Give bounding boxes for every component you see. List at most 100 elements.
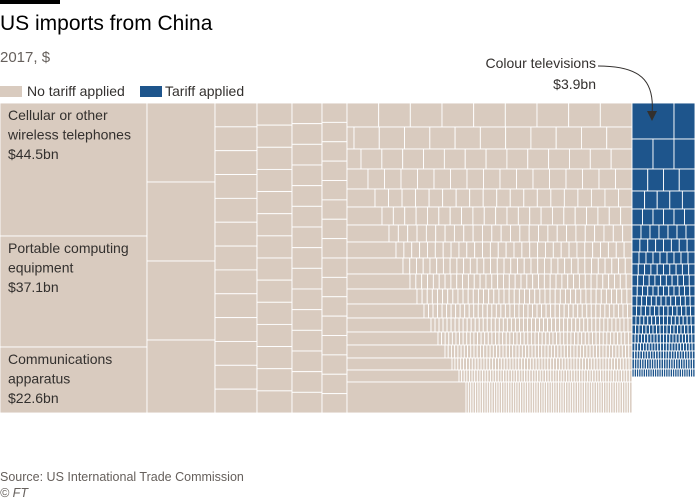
treemap-cell-b13-r0-c49	[613, 331, 619, 346]
treemap-cell-b6-r0-c24	[612, 224, 624, 243]
treemap-cell-b10-r0-c4	[437, 288, 444, 305]
treemap-cell-tariff-b14-r0-c9	[659, 333, 664, 344]
treemap-cell-b8-r0-c16	[510, 257, 518, 275]
treemap-cell-b6-r0-c9	[472, 224, 483, 243]
treemap-cell-strip-10	[346, 288, 418, 305]
treemap-cell-b13-r0-c3	[448, 331, 453, 346]
treemap-cell-b14-r0-c4	[457, 344, 462, 359]
treemap-cell-b12-r0-c31	[555, 317, 561, 333]
treemap-cell-b12-r0-c37	[579, 317, 585, 333]
treemap-cell-b5-r0-c13	[529, 206, 542, 226]
treemap-cell-col3-r1-c0	[256, 124, 293, 148]
treemap-cell-b7-r0-c24	[584, 241, 594, 259]
treemap-cell-b6-r0-c16	[538, 224, 549, 243]
treemap-cell-tariff-b7-r0-c7	[675, 263, 683, 276]
treemap-cell-b3-r0-c1	[384, 168, 402, 190]
treemap-cell-col2-r7-c0	[214, 269, 258, 295]
treemap-cell-b13-r0-c43	[592, 331, 597, 346]
treemap-cell-tariff-b9-r0-c10	[684, 285, 691, 297]
treemap-cell-b9-r0-c11	[473, 273, 481, 290]
treemap-cell-b9-r0-c14	[491, 273, 499, 290]
treemap-cell-b11-r0-c20	[513, 303, 520, 319]
treemap-cell-b11-r0-c34	[577, 303, 583, 319]
treemap-cell-tariff-b14-r0-c7	[653, 333, 658, 344]
treemap-cell-b12-r0-c36	[575, 317, 581, 333]
treemap-cell-b13-r0-c28	[538, 331, 543, 346]
treemap-label-0: Cellular or other wireless telephones $44.…	[7, 107, 131, 162]
treemap-cell-col3-r13-c0	[256, 390, 293, 414]
treemap-cell-b10-r0-c35	[595, 288, 602, 305]
treemap-cell-col5-r5-c0	[321, 199, 348, 220]
treemap-cell-major-2	[0, 346, 148, 414]
legend-swatch-no-tariff	[0, 86, 22, 97]
treemap-cell-b12-r0-c25	[531, 317, 536, 333]
treemap-cell-tariff-b9-r0-c4	[652, 285, 659, 297]
treemap-cell-tariff-b11-r0-c10	[676, 305, 682, 317]
treemap-cell-b1-r0-c4	[454, 126, 481, 150]
treemap-cell-b10-r0-c22	[529, 288, 536, 305]
treemap-cell-tariff-b6-r0-c4	[659, 251, 668, 265]
treemap-cell-col5-r14-c0	[321, 373, 348, 395]
treemap-cell-b11-r0-c8	[459, 303, 466, 319]
treemap-label-1-line-2: $37.1bn	[8, 279, 59, 295]
treemap-cell-b6-r0-c21	[584, 224, 596, 243]
treemap-cell-b6-r0-c0	[388, 224, 399, 243]
treemap-cell-b8-r0-c8	[456, 257, 465, 275]
treemap-cell-b12-r0-c21	[514, 317, 520, 333]
chart-title: US imports from China	[0, 12, 213, 35]
treemap-cell-b3-r0-c12	[565, 168, 583, 190]
treemap-cell-tariff-b12-r0-c8	[663, 315, 668, 326]
treemap-cell-b13-r0-c13	[484, 331, 489, 346]
treemap-cell-col5-r0-c0	[321, 102, 348, 123]
treemap-cell-b13-r0-c33	[556, 331, 561, 346]
treemap-cell-b13-r0-c8	[466, 331, 471, 346]
treemap-cell-b14-r0-c39	[570, 344, 575, 359]
treemap-cell-tariff-b11-r0-c1	[636, 305, 642, 317]
treemap-cell-b14-r0-c15	[492, 344, 498, 359]
treemap-cell-tariff-b7-r0-c1	[637, 263, 646, 276]
treemap-cell-b8-r0-c1	[409, 257, 417, 275]
treemap-cell-b13-r0-c17	[498, 331, 504, 346]
treemap-cell-b14-r0-c34	[554, 344, 559, 359]
treemap-cell-col3-r9-c0	[256, 301, 293, 325]
treemap-cell-strip-9	[346, 273, 411, 290]
treemap-cell-b7-r0-c29	[623, 241, 633, 259]
treemap-cell-b12-r0-c1	[434, 317, 440, 333]
treemap-cell-tariff-b3-r0-c5	[684, 208, 696, 226]
treemap-cell-tariff-b8-r0-c7	[671, 274, 679, 287]
treemap-label-2-line-0: Communications	[8, 351, 112, 367]
treemap-cell-tariff-b9-r0-c6	[663, 285, 670, 297]
treemap-cell-b13-r0-c11	[477, 331, 482, 346]
treemap-cell-tariff-b1-r0-c1	[647, 168, 664, 192]
treemap-label-1: Portable computing equipment $37.1bn	[8, 240, 129, 295]
treemap-cell-b7-r0-c17	[529, 241, 539, 259]
treemap-cell-tariff-b13-r0-c1	[635, 324, 640, 335]
treemap-cell-col2-r8-c0	[214, 293, 258, 319]
treemap-cell-b11-r0-c26	[541, 303, 547, 319]
treemap-cell-b10-r0-c16	[498, 288, 505, 305]
treemap-cell-tariff-b13-r0-c13	[677, 324, 682, 335]
treemap-cell-b12-r0-c6	[454, 317, 460, 333]
treemap-cell-col4-r13-c0	[291, 371, 323, 393]
treemap-cell-b9-r0-c10	[467, 273, 475, 290]
treemap-cell-b1-r0-c3	[429, 126, 456, 150]
treemap-cell-tariff-b14-r0-c4	[644, 333, 649, 344]
treemap-cell-b6-r0-c6	[444, 224, 455, 243]
treemap-cell-strip-16	[346, 369, 460, 383]
treemap-cell-col4-r4-c0	[291, 185, 323, 207]
treemap-cell-b13-r0-c36	[566, 331, 572, 346]
treemap-cell-col2-r3-c0	[214, 174, 258, 199]
treemap-cell-tariff-b10-r0-c12	[689, 295, 696, 307]
treemap-cell-b12-r0-c35	[571, 317, 577, 333]
treemap-cell-tariff-tv	[631, 102, 675, 140]
treemap-cell-b0-r0-c7	[568, 102, 601, 128]
treemap-cell-b7-r0-c15	[513, 241, 523, 259]
treemap-cell-b8-r0-c30	[604, 257, 613, 275]
treemap-cell-b10-r0-c18	[508, 288, 515, 305]
treemap-cell-b11-r0-c19	[509, 303, 515, 319]
annotation-label: Colour televisions	[485, 55, 597, 71]
treemap-cell-b7-r0-c12	[489, 241, 499, 259]
treemap-cell-tariff-b13-r0-c9	[663, 324, 668, 335]
treemap-cell-col3-r8-c0	[256, 279, 293, 303]
treemap-cell-b13-r0-c27	[534, 331, 540, 346]
